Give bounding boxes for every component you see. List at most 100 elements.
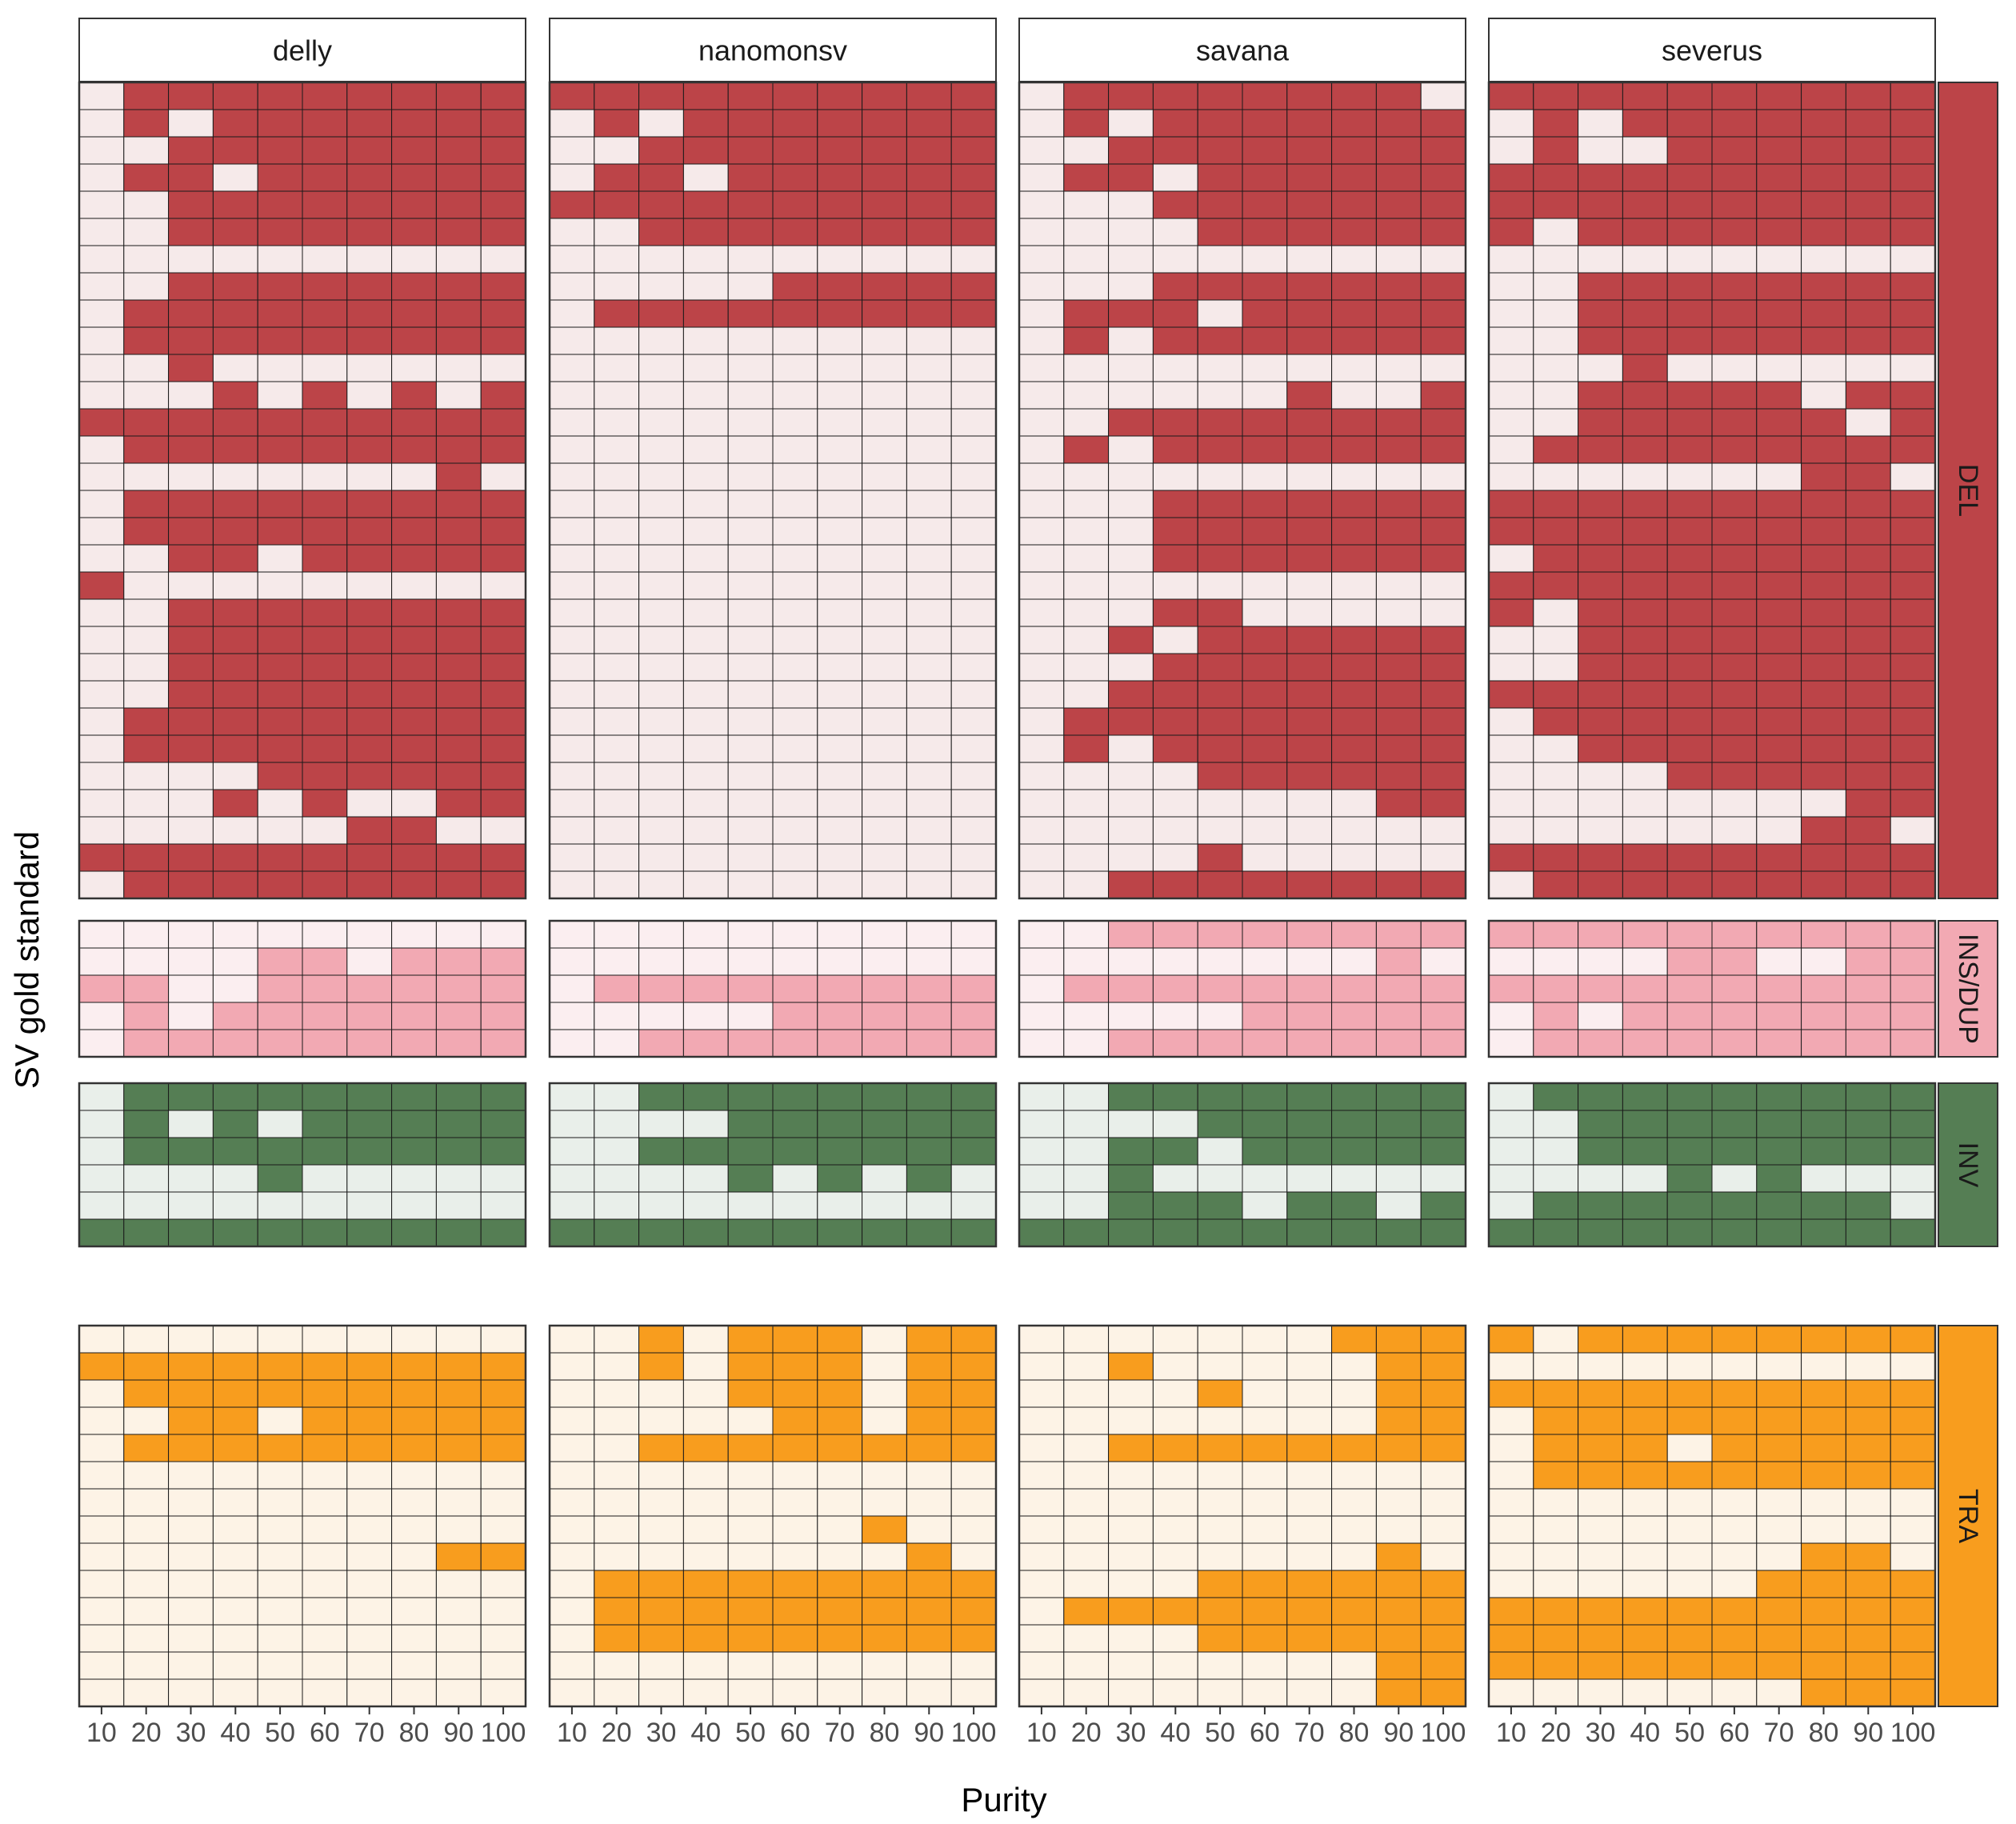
heatmap-cell: [257, 1164, 303, 1193]
heatmap-cell: [772, 462, 818, 491]
heatmap-cell: [257, 462, 303, 491]
heatmap-cell: [950, 1488, 997, 1517]
heatmap-cell: [391, 598, 437, 627]
heatmap-cell: [480, 680, 526, 709]
heatmap-cell: [123, 947, 170, 976]
heatmap-cell: [727, 272, 774, 301]
heatmap-cell: [638, 544, 684, 573]
heatmap-cell: [950, 653, 997, 682]
heatmap-cell: [1533, 680, 1579, 709]
heatmap-cell: [1578, 381, 1623, 410]
heatmap-cell: [1286, 920, 1333, 949]
heatmap-cell: [862, 1624, 907, 1653]
heatmap-cell: [1533, 974, 1579, 1003]
heatmap-cell: [1108, 299, 1154, 328]
heatmap-cell: [1890, 762, 1936, 790]
panel-ins-dup-severus: [1487, 919, 1937, 1058]
heatmap-cell: [906, 571, 952, 600]
x-tick-label: 70: [825, 1718, 855, 1748]
heatmap-cell: [1420, 462, 1466, 491]
heatmap-cell: [817, 82, 863, 110]
heatmap-cell: [638, 381, 684, 410]
heatmap-cell: [906, 974, 952, 1003]
heatmap-cell: [682, 598, 729, 627]
heatmap-cell: [1063, 326, 1110, 355]
heatmap-cell: [594, 1352, 640, 1381]
heatmap-cell: [727, 1029, 774, 1058]
heatmap-cell: [435, 1434, 482, 1462]
heatmap-cell: [1711, 272, 1758, 301]
panel-tra-delly: [78, 1324, 527, 1708]
heatmap-cell: [950, 82, 997, 110]
heatmap-cell: [1756, 1218, 1802, 1247]
heatmap-cell: [1063, 1137, 1110, 1166]
heatmap-cell: [638, 1379, 684, 1408]
heatmap-cell: [1286, 680, 1333, 709]
heatmap-cell: [906, 517, 952, 546]
heatmap-cell: [906, 870, 952, 899]
heatmap-cell: [682, 435, 729, 464]
heatmap-cell: [1890, 1570, 1936, 1598]
heatmap-cell: [78, 653, 125, 682]
heatmap-cell: [168, 1515, 214, 1544]
x-tick-label: 80: [1339, 1718, 1370, 1748]
heatmap-cell: [1197, 381, 1243, 410]
x-tick-label: 60: [780, 1718, 810, 1748]
heatmap-cell: [1331, 1597, 1377, 1626]
heatmap-cell: [435, 1624, 482, 1653]
heatmap-cell: [1108, 1352, 1154, 1381]
heatmap-cell: [1331, 816, 1377, 845]
heatmap-cell: [1286, 870, 1333, 899]
heatmap-cell: [435, 974, 482, 1003]
heatmap-cell: [594, 1597, 640, 1626]
heatmap-cell: [435, 462, 482, 491]
heatmap-cell: [594, 1434, 640, 1462]
heatmap-cell: [391, 1461, 437, 1490]
heatmap-cell: [1622, 1110, 1668, 1138]
heatmap-cell: [727, 517, 774, 546]
heatmap-cell: [1756, 245, 1802, 274]
heatmap-cell: [1890, 109, 1936, 138]
heatmap-cell: [1666, 1379, 1713, 1408]
heatmap-cell: [346, 245, 393, 274]
heatmap-cell: [1845, 218, 1891, 246]
heatmap-cell: [435, 272, 482, 301]
heatmap-cell: [1063, 1597, 1110, 1626]
heatmap-cell: [906, 136, 952, 165]
heatmap-cell: [1488, 974, 1534, 1003]
heatmap-cell: [1108, 1678, 1154, 1707]
heatmap-cell: [817, 1406, 863, 1435]
heatmap-cell: [1286, 82, 1333, 110]
heatmap-cell: [638, 163, 684, 192]
heatmap-cell: [1666, 598, 1713, 627]
heatmap-cell: [1331, 354, 1377, 382]
heatmap-cell: [257, 1461, 303, 1490]
heatmap-cell: [594, 1002, 640, 1030]
heatmap-cell: [1533, 626, 1579, 654]
heatmap-cell: [1152, 1110, 1198, 1138]
heatmap-cell: [391, 1624, 437, 1653]
heatmap-cell: [594, 626, 640, 654]
heatmap-cell: [594, 245, 640, 274]
heatmap-cell: [212, 517, 258, 546]
heatmap-cell: [1711, 299, 1758, 328]
heatmap-cell: [638, 653, 684, 682]
heatmap-cell: [1420, 109, 1466, 138]
heatmap-cell: [391, 136, 437, 165]
heatmap-cell: [123, 326, 170, 355]
heatmap-cell: [435, 435, 482, 464]
heatmap-cell: [78, 490, 125, 518]
heatmap-cell: [950, 1218, 997, 1247]
heatmap-cell: [817, 789, 863, 818]
heatmap-cell: [1108, 1597, 1154, 1626]
heatmap-cell: [302, 1406, 348, 1435]
heatmap-cell: [1375, 789, 1422, 818]
heatmap-cell: [594, 1624, 640, 1653]
panel-border: [1487, 919, 1937, 1058]
heatmap-cell: [862, 381, 907, 410]
heatmap-cell: [1018, 354, 1065, 382]
heatmap-cell: [727, 920, 774, 949]
heatmap-cell: [1622, 408, 1668, 437]
heatmap-cell: [862, 680, 907, 709]
heatmap-cell: [1845, 680, 1891, 709]
